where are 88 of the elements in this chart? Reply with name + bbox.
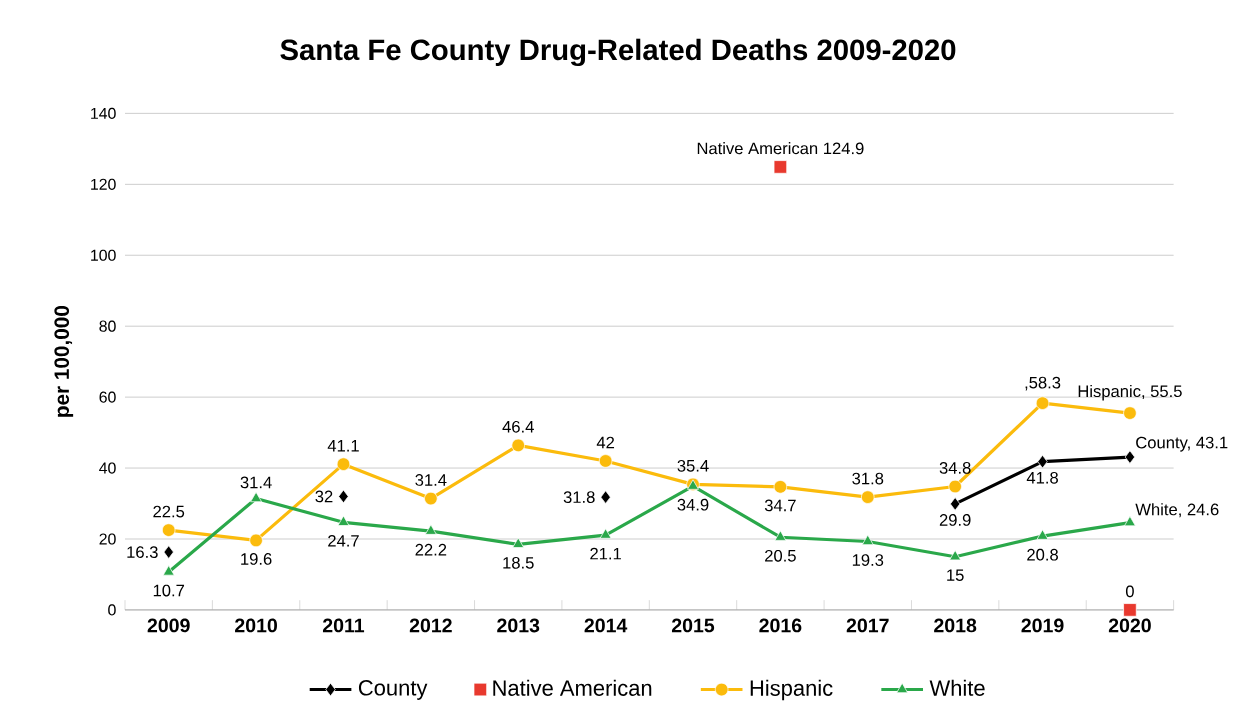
- x-tick-label: 2015: [671, 618, 715, 633]
- point: [424, 491, 438, 506]
- y-tick-label: 40: [99, 462, 116, 474]
- point: [1123, 406, 1137, 420]
- data-label: 16.3: [127, 546, 158, 558]
- data-label: Native American 124.9: [697, 142, 864, 155]
- data-label: Hispanic, 55.5: [1078, 384, 1182, 401]
- data-label: 41.8: [1026, 471, 1058, 484]
- point: [162, 565, 175, 576]
- data-label: 31.8: [852, 472, 884, 485]
- data-label: 31.4: [415, 474, 447, 486]
- point: [1035, 396, 1050, 410]
- point: [600, 490, 611, 504]
- y-tick-label: 100: [91, 249, 116, 261]
- y-tick-label: 140: [91, 107, 116, 119]
- point: [424, 524, 437, 535]
- data-label: 19.3: [852, 554, 884, 566]
- y-tick-label: 20: [99, 533, 116, 545]
- point: [161, 523, 176, 537]
- x-tick-label: 2018: [934, 618, 977, 633]
- data-label: 41.1: [327, 440, 359, 452]
- y-tick-label: 0: [108, 604, 116, 616]
- data-label: 18.5: [503, 556, 534, 569]
- data-label: 10.7: [153, 584, 185, 597]
- x-tick-label: 2010: [235, 618, 277, 633]
- point: [1037, 454, 1048, 469]
- data-label: 34.8: [939, 462, 971, 474]
- point: [773, 160, 788, 174]
- point: [1036, 529, 1049, 540]
- data-label: 19.6: [241, 553, 272, 565]
- y-tick-label: 80: [99, 320, 116, 332]
- data-label: 42: [596, 436, 615, 449]
- x-tick-label: 2013: [497, 618, 540, 633]
- data-label: 46.4: [502, 420, 534, 433]
- point: [950, 497, 961, 511]
- point: [599, 528, 612, 539]
- data-label: 34.9: [677, 498, 709, 511]
- x-tick-label: 2011: [322, 618, 365, 633]
- legend-label: Hispanic: [750, 679, 833, 701]
- data-label: County, 43.1: [1136, 436, 1228, 452]
- point: [337, 515, 350, 526]
- data-label: 31.8: [563, 491, 595, 503]
- data-label: 35.4: [677, 459, 709, 472]
- point: [1124, 515, 1136, 527]
- data-label: 22.5: [153, 505, 185, 518]
- point: [948, 479, 962, 494]
- point: [598, 454, 613, 468]
- data-label: 0: [1125, 585, 1134, 598]
- point: [949, 549, 962, 561]
- legend-label: White: [929, 679, 985, 696]
- data-label: 20.8: [1027, 548, 1058, 561]
- point: [338, 489, 349, 504]
- point: [861, 490, 875, 504]
- x-tick-label: 2009: [147, 618, 190, 633]
- x-tick-label: 2019: [1021, 618, 1064, 633]
- x-tick-label: 2012: [409, 618, 452, 633]
- x-tick-label: 2016: [759, 618, 802, 633]
- point: [774, 530, 787, 541]
- data-label: 15: [947, 569, 964, 581]
- y-tick-label: 120: [91, 178, 116, 190]
- point: [1123, 603, 1137, 617]
- y-axis-title: per 100,000: [54, 306, 74, 417]
- data-label: 21.1: [590, 547, 621, 560]
- x-tick-label: 2014: [584, 618, 628, 633]
- point: [512, 537, 525, 548]
- data-label: 29.9: [939, 514, 971, 526]
- data-label: 32: [315, 490, 333, 503]
- point: [163, 545, 174, 559]
- data-label: 31.4: [240, 476, 272, 489]
- point: [511, 438, 525, 453]
- x-tick-label: 2020: [1108, 618, 1151, 633]
- point: [773, 480, 788, 494]
- data-label: ,58.3: [1025, 376, 1061, 391]
- legend-label: Native American: [493, 679, 652, 696]
- legend-label: County: [358, 680, 428, 700]
- point: [249, 533, 263, 548]
- point: [1124, 450, 1136, 464]
- data-label: White, 24.6: [1135, 503, 1219, 518]
- x-tick-label: 2017: [846, 618, 889, 633]
- data-label: 20.5: [765, 549, 796, 562]
- chart-title: Santa Fe County Drug-Related Deaths 2009-2020: [280, 38, 956, 67]
- data-label: 34.7: [764, 499, 796, 512]
- point: [336, 457, 351, 471]
- y-tick-label: 60: [99, 391, 116, 403]
- point: [250, 491, 262, 503]
- data-label: 24.7: [328, 534, 359, 547]
- data-label: 22.2: [415, 543, 447, 556]
- point: [861, 534, 874, 545]
